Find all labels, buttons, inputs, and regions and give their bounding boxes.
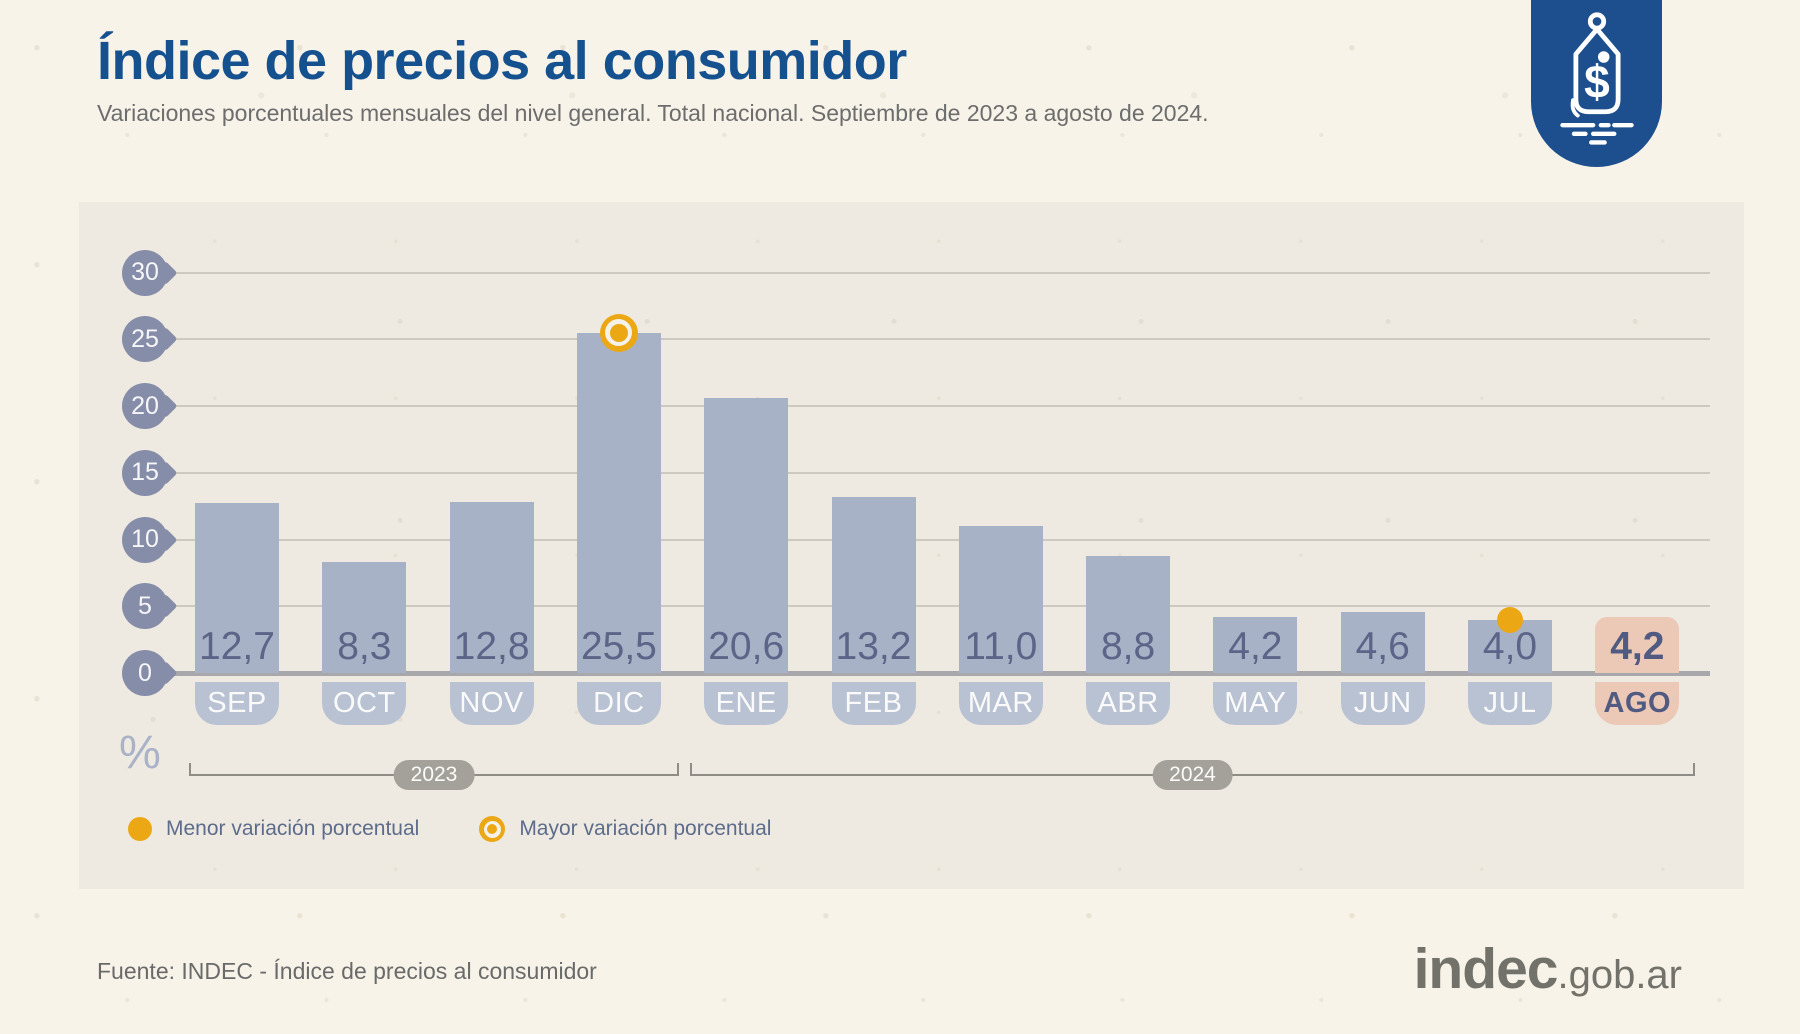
- bar-value-ENE: 20,6: [708, 625, 785, 668]
- bar-value-AGO: 4,2: [1610, 625, 1665, 668]
- bar-MAR: [958, 526, 1043, 673]
- gridline-15: [172, 471, 1710, 474]
- bar-FEB: [831, 496, 916, 673]
- solid-dot-icon: [128, 817, 152, 841]
- bar-ABR: [1086, 555, 1171, 673]
- logo-suffix-text: .gob.ar: [1557, 953, 1682, 997]
- legend-label: Menor variación porcentual: [166, 817, 420, 840]
- legend-item-mayor: Mayor variación porcentual: [479, 816, 771, 842]
- bar-NOV: [449, 502, 534, 673]
- bar-SEP: [195, 503, 279, 673]
- logo-main-text: indec: [1413, 937, 1559, 1001]
- bar-MAY: [1213, 616, 1298, 673]
- gridline-20: [172, 405, 1710, 407]
- month-label-MAY: MAY: [1213, 682, 1298, 725]
- price-tag-icon: $: [1559, 12, 1634, 145]
- y-tick-0: 0: [122, 650, 168, 696]
- svg-text:$: $: [1584, 55, 1610, 107]
- year-label-2023: 2023: [393, 760, 475, 790]
- bar-value-FEB: 13,2: [835, 625, 912, 668]
- year-bracket-tick: [690, 763, 692, 776]
- month-label-ABR: ABR: [1086, 682, 1171, 725]
- month-label-FEB: FEB: [831, 682, 916, 725]
- month-label-MAR: MAR: [958, 682, 1043, 725]
- brand-badge: $: [1531, 0, 1662, 167]
- bar-DIC: [576, 332, 661, 673]
- bar-AGO: [1595, 616, 1680, 673]
- gridline-30: [172, 271, 1710, 274]
- y-tick-5: 5: [122, 583, 168, 630]
- max-variation-marker: [599, 313, 638, 352]
- source-note: Fuente: INDEC - Índice de precios al con…: [97, 958, 597, 984]
- gridline-25: [172, 338, 1710, 341]
- bar-value-ABR: 8,8: [1100, 625, 1156, 668]
- y-tick-20: 20: [122, 383, 168, 429]
- month-label-JUL: JUL: [1468, 682, 1552, 725]
- gridline-10: [172, 538, 1710, 541]
- bar-OCT: [322, 562, 407, 673]
- bar-JUN: [1340, 611, 1425, 673]
- bar-ENE: [704, 397, 789, 673]
- bar-value-JUN: 4,6: [1355, 625, 1410, 668]
- month-label-JUN: JUN: [1340, 682, 1425, 725]
- indec-logo: indec .gob.ar: [1414, 936, 1682, 1002]
- y-tick-25: 25: [122, 316, 168, 363]
- y-axis-unit-label: %: [119, 725, 161, 778]
- ring-dot-icon: [479, 816, 506, 842]
- year-bracket-tick: [189, 763, 191, 776]
- x-axis-line: [172, 671, 1710, 676]
- month-label-NOV: NOV: [449, 682, 534, 725]
- gridline-5: [172, 605, 1710, 608]
- page-title: Índice de precios al consumidor: [97, 31, 907, 91]
- month-label-DIC: DIC: [576, 682, 661, 725]
- legend-label: Mayor variación porcentual: [519, 817, 772, 840]
- y-tick-15: 15: [122, 449, 168, 496]
- bar-value-NOV: 12,8: [453, 625, 530, 668]
- year-label-2024: 2024: [1152, 760, 1233, 790]
- min-variation-marker: [1497, 606, 1523, 633]
- month-label-SEP: SEP: [195, 682, 279, 725]
- y-tick-10: 10: [122, 516, 168, 563]
- bar-value-MAR: 11,0: [964, 625, 1038, 668]
- bar-value-SEP: 12,7: [199, 625, 275, 668]
- legend-item-menor: Menor variación porcentual: [128, 817, 419, 841]
- month-label-AGO: AGO: [1595, 682, 1680, 725]
- bar-value-MAY: 4,2: [1228, 625, 1283, 668]
- year-bracket-tick: [1693, 763, 1695, 776]
- chart-legend: Menor variación porcentual Mayor variació…: [128, 816, 831, 842]
- month-label-OCT: OCT: [322, 682, 407, 725]
- page-subtitle: Variaciones porcentuales mensuales del n…: [97, 100, 1209, 126]
- bar-value-OCT: 8,3: [337, 625, 392, 668]
- year-bracket-tick: [677, 763, 679, 776]
- y-tick-30: 30: [122, 249, 168, 296]
- month-label-ENE: ENE: [704, 682, 789, 725]
- chart-panel: 30 25 20 15 10 5 0 12,7 SEP 8,3 OCT 12,8 NOV 25,5 DIC 2…: [79, 202, 1744, 889]
- bar-value-DIC: 25,5: [580, 625, 657, 668]
